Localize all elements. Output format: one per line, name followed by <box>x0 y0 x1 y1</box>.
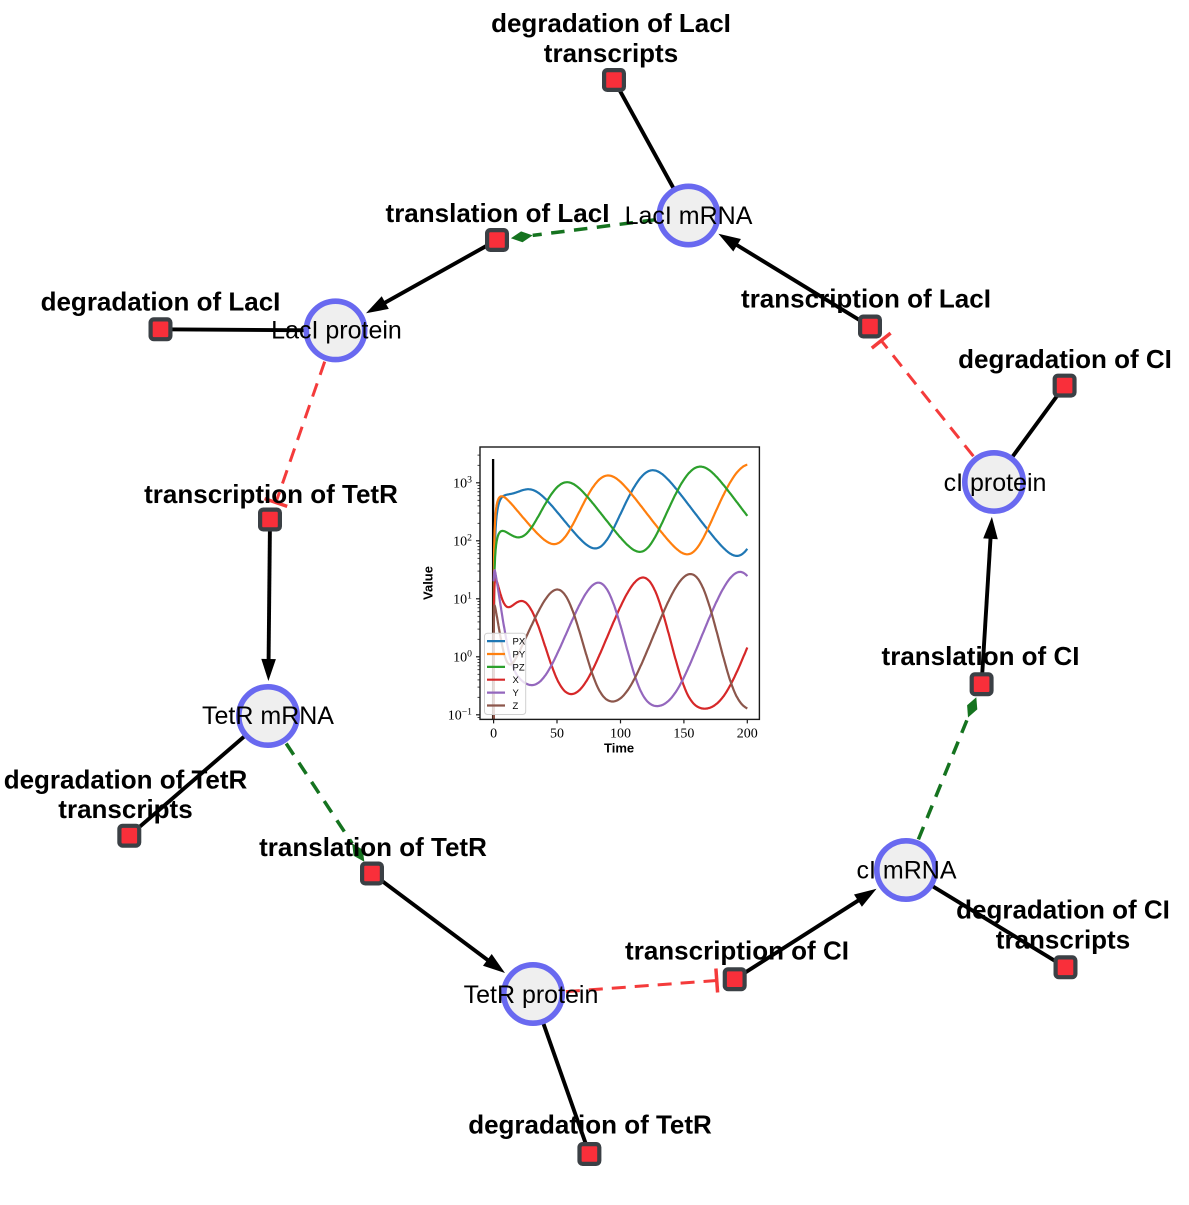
svg-text:50: 50 <box>550 726 564 741</box>
svg-text:degradation of LacI: degradation of LacI <box>41 287 281 317</box>
svg-text:transcripts: transcripts <box>996 925 1130 955</box>
svg-text:PY: PY <box>513 649 526 660</box>
svg-text:PX: PX <box>513 637 526 648</box>
svg-text:degradation of TetR: degradation of TetR <box>468 1110 712 1140</box>
svg-text:TetR protein: TetR protein <box>464 981 599 1009</box>
svg-text:PZ: PZ <box>513 662 525 673</box>
svg-text:TetR mRNA: TetR mRNA <box>202 702 334 730</box>
svg-text:100: 100 <box>610 726 631 741</box>
svg-text:transcription of CI: transcription of CI <box>625 936 849 966</box>
svg-text:degradation of CI: degradation of CI <box>958 344 1172 374</box>
svg-text:cI protein: cI protein <box>944 469 1047 497</box>
svg-text:200: 200 <box>737 726 758 741</box>
svg-text:LacI mRNA: LacI mRNA <box>625 202 753 230</box>
svg-text:translation of CI: translation of CI <box>882 641 1080 671</box>
svg-text:0: 0 <box>490 726 497 741</box>
svg-text:Y: Y <box>513 688 520 699</box>
svg-text:translation of TetR: translation of TetR <box>259 832 487 862</box>
svg-text:transcription of TetR: transcription of TetR <box>144 479 398 509</box>
svg-text:LacI protein: LacI protein <box>271 317 402 345</box>
svg-text:Time: Time <box>604 741 634 756</box>
svg-text:Value: Value <box>420 566 435 600</box>
svg-text:150: 150 <box>673 726 694 741</box>
svg-text:Z: Z <box>513 701 519 712</box>
svg-text:degradation of CI: degradation of CI <box>956 895 1170 925</box>
svg-text:translation of LacI: translation of LacI <box>386 198 610 228</box>
svg-text:degradation of LacI: degradation of LacI <box>491 8 731 38</box>
svg-text:degradation of TetR: degradation of TetR <box>4 765 248 795</box>
svg-text:X: X <box>513 675 520 686</box>
svg-text:transcripts: transcripts <box>544 38 678 68</box>
svg-text:transcripts: transcripts <box>58 794 192 824</box>
svg-text:transcription of LacI: transcription of LacI <box>741 284 991 314</box>
svg-text:cI mRNA: cI mRNA <box>857 857 957 885</box>
